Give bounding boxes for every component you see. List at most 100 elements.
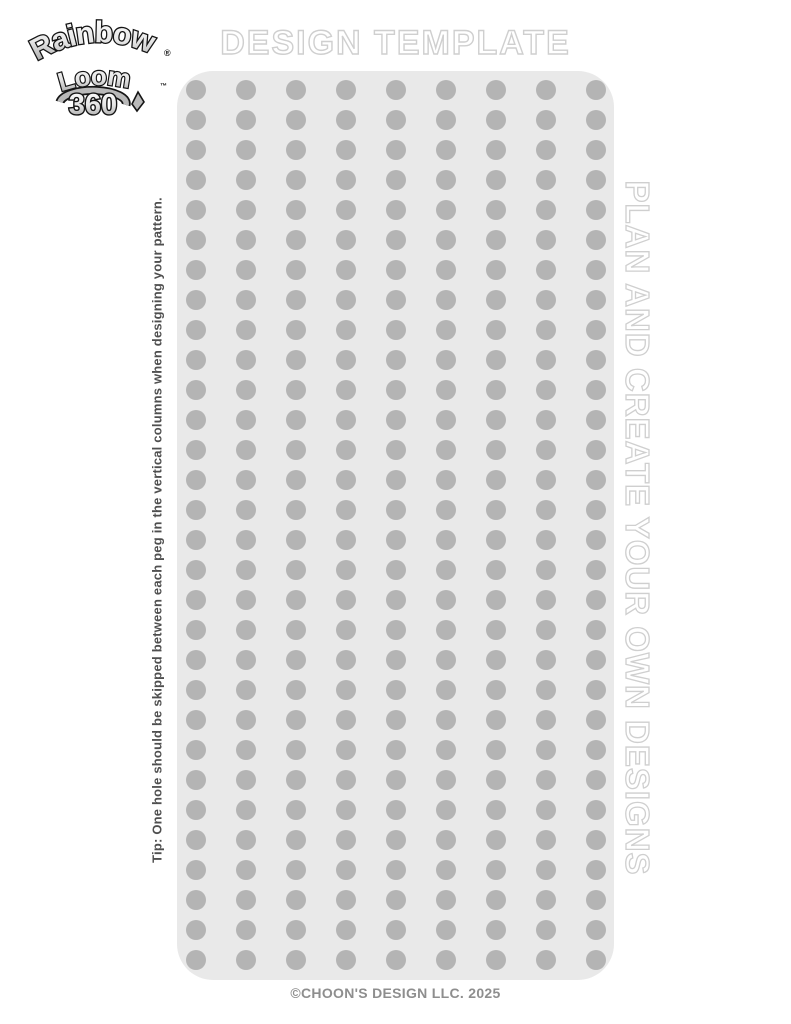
peg-hole [435,860,456,880]
peg-hole [585,830,606,850]
peg-hole [485,410,506,430]
peg-hole [185,410,206,430]
logo-swirl-arrow [55,85,145,113]
peg-hole [435,350,456,370]
peg-hole [535,620,556,640]
peg-hole [435,680,456,700]
peg-hole [535,680,556,700]
peg-hole [585,890,606,910]
peg-hole [185,380,206,400]
peg-hole [235,140,256,160]
peg-hole [285,560,306,580]
peg-hole [335,200,356,220]
peg-hole [235,200,256,220]
peg-hole [185,590,206,610]
peg-hole [585,440,606,460]
peg-hole [235,830,256,850]
peg-hole [435,440,456,460]
peg-hole [335,620,356,640]
peg-hole [185,860,206,880]
peg-hole [285,680,306,700]
peg-hole [285,290,306,310]
peg-hole [485,200,506,220]
peg-hole [335,500,356,520]
peg-hole [585,350,606,370]
peg-hole [535,920,556,940]
peg-hole [335,230,356,250]
peg-hole [185,770,206,790]
peg-hole [385,350,406,370]
peg-hole [385,530,406,550]
peg-hole [335,830,356,850]
peg-hole [285,440,306,460]
peg-hole [485,830,506,850]
peg-hole [485,80,506,100]
peg-hole [285,410,306,430]
peg-hole [385,890,406,910]
peg-hole [435,740,456,760]
peg-hole [385,170,406,190]
peg-hole [485,290,506,310]
peg-hole [285,950,306,970]
peg-hole [335,320,356,340]
peg-hole [585,200,606,220]
peg-hole [235,320,256,340]
peg-hole [535,710,556,730]
peg-hole [535,860,556,880]
logo-360-text: 360 [69,89,117,120]
peg-hole [485,170,506,190]
peg-hole [485,140,506,160]
peg-hole [535,530,556,550]
peg-hole [435,80,456,100]
peg-hole [585,590,606,610]
peg-hole [385,140,406,160]
peg-hole [285,890,306,910]
peg-hole [485,260,506,280]
peg-hole [385,770,406,790]
peg-hole [385,650,406,670]
peg-hole [485,500,506,520]
peg-hole [385,860,406,880]
peg-hole [585,740,606,760]
peg-hole [585,410,606,430]
peg-hole [285,590,306,610]
peg-hole [385,620,406,640]
peg-hole [535,200,556,220]
peg-hole [385,710,406,730]
peg-hole [335,380,356,400]
peg-hole [285,530,306,550]
peg-hole [335,260,356,280]
peg-hole [585,80,606,100]
peg-hole [435,170,456,190]
peg-hole [385,470,406,490]
peg-hole [535,440,556,460]
peg-hole [385,80,406,100]
peg-hole [335,920,356,940]
peg-hole [185,80,206,100]
peg-hole [235,800,256,820]
peg-hole [335,800,356,820]
peg-hole [585,920,606,940]
peg-hole [235,560,256,580]
peg-hole [585,950,606,970]
peg-hole [435,320,456,340]
peg-hole [285,470,306,490]
peg-hole [185,470,206,490]
peg-hole [585,260,606,280]
peg-hole [435,380,456,400]
peg-hole [335,740,356,760]
peg-hole [335,770,356,790]
peg-hole [285,260,306,280]
peg-hole [585,530,606,550]
peg-hole [435,560,456,580]
peg-hole [285,920,306,940]
peg-hole [585,680,606,700]
peg-hole [585,140,606,160]
peg-hole [185,710,206,730]
peg-hole [235,290,256,310]
peg-hole [535,230,556,250]
peg-hole [235,230,256,250]
copyright-text: ©CHOON'S DESIGN LLC. 2025 [290,985,501,1001]
peg-hole [485,770,506,790]
peg-hole [285,770,306,790]
